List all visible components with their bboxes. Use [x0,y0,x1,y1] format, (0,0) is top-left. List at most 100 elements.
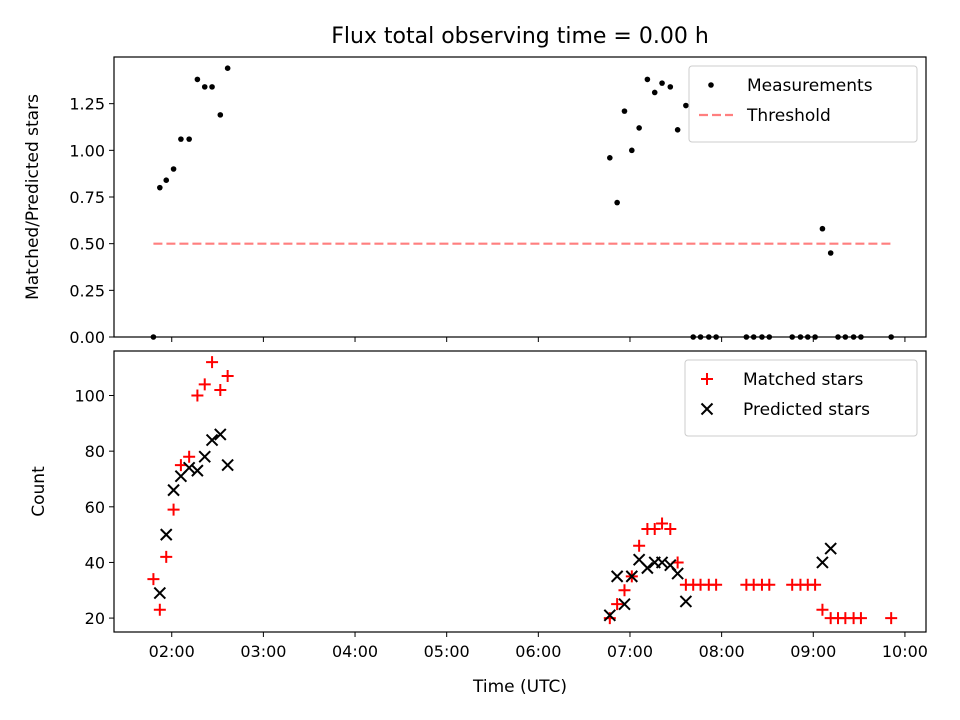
measurement-point [674,127,681,133]
measurement-point [157,184,163,191]
measurement-point [683,102,689,109]
measurement-point [697,334,704,340]
y-tick-label: 20 [85,609,105,628]
matched-stars-point [603,612,616,625]
x-tick-label: 07:00 [607,642,653,661]
matched-stars-point [221,370,234,383]
measurement-point [804,334,811,340]
measurement-point [705,334,712,340]
x-tick-label: 03:00 [240,642,286,661]
measurement-point [651,89,658,96]
measurement-point [621,108,628,114]
y-tick-label: 0.00 [69,328,105,347]
matched-stars-point [198,378,211,391]
x-tick-label: 06:00 [515,642,561,661]
measurement-point [150,334,157,340]
matched-stars-point [174,459,187,472]
legend-label: Threshold [746,106,831,126]
measurement-point [163,177,170,183]
measurement-point [835,334,841,340]
top-y-axis-label: Matched/Predicted stars [23,94,43,300]
measurement-point [819,225,826,232]
measurement-point [812,334,818,340]
matched-stars-point [648,523,661,536]
x-tick-label: 10:00 [882,642,928,661]
predicted-stars-point [679,595,693,608]
measurement-point [789,334,795,340]
predicted-stars-point [655,556,669,569]
matched-stars-point [633,539,646,552]
legend-label: Matched stars [743,370,863,390]
measurement-point [201,84,208,90]
matched-stars-point [147,573,160,586]
measurement-point [858,334,864,340]
x-tick-label: 09:00 [790,642,836,661]
measurement-point [224,65,231,71]
measurement-point [667,84,674,90]
y-tick-label: 1.00 [69,141,105,160]
predicted-stars-point [214,428,227,441]
bottom-y-axis-ticks: 20 40 60 80 100 [74,387,114,628]
matched-stars-point [701,373,713,385]
predicted-stars-point [700,402,714,416]
matched-stars-point [160,550,173,563]
predicted-stars-point [160,528,173,541]
matched-stars-point [763,578,776,591]
matched-stars-point [183,450,196,463]
matched-stars-point [618,584,631,597]
measurement-point [690,334,697,340]
measurement-point [797,334,804,340]
predicted-stars-point [824,542,837,555]
bottom-panel: 02:00 03:00 04:00 05:00 06:00 07:00 08:00 09:00… [29,350,928,661]
predicted-stars-point [610,570,624,583]
y-tick-label: 0.25 [69,281,105,300]
bottom-legend: Matched stars Predicted stars [684,359,918,437]
predicted-stars-point [618,597,631,611]
top-legend: Measurements Threshold [688,65,918,143]
x-tick-label: 04:00 [332,642,378,661]
measurement-point [766,334,773,340]
y-tick-label: 40 [85,553,105,572]
predicted-stars-point [191,464,204,477]
bottom-x-axis-ticks: 02:00 03:00 04:00 05:00 06:00 07:00 08:00 09:00… [149,632,928,661]
y-tick-label: 60 [85,498,105,517]
measurement-point [209,84,215,90]
measurement-point [759,334,765,340]
matched-stars-point [214,383,227,396]
x-tick-label: 08:00 [699,642,745,661]
y-tick-label: 1.25 [69,95,105,114]
matched-stars-point [885,612,898,625]
top-panel: 0.00 0.25 0.50 0.75 1.00 1.25 Matched/Predict… [23,56,927,347]
predicted-stars-point [153,586,167,600]
legend-box [684,359,918,437]
matched-stars-point [611,598,624,611]
legend-label: Predicted stars [743,400,870,420]
measurement-point [659,80,665,86]
measurement-point [607,155,613,161]
measurement-point [217,112,224,118]
measurement-point [644,76,651,83]
chart-title: Flux total observing time = 0.00 h [331,24,709,49]
predicted-stars-point [198,450,211,463]
predicted-stars-point [603,609,617,622]
x-tick-label: 05:00 [424,642,470,661]
predicted-stars-point [221,458,234,472]
matched-stars-point [809,578,822,591]
measurement-point [614,199,620,206]
measurement-point [743,334,750,340]
y-tick-label: 100 [74,387,105,406]
top-y-axis-ticks: 0.00 0.25 0.50 0.75 1.00 1.25 [69,95,114,347]
matched-stars-point [167,503,180,516]
measurement-point [827,250,834,256]
predicted-stars-point [641,561,654,575]
x-axis-label: Time (UTC) [472,677,567,697]
y-tick-label: 0.50 [69,235,105,254]
bottom-plot-frame [113,350,927,633]
predicted-stars-point [205,433,219,447]
predicted-stars-point [167,483,180,497]
measurement-point [713,334,719,340]
measurement-point [636,125,642,131]
predicted-stars-point [182,461,196,475]
measurement-point [629,147,635,154]
